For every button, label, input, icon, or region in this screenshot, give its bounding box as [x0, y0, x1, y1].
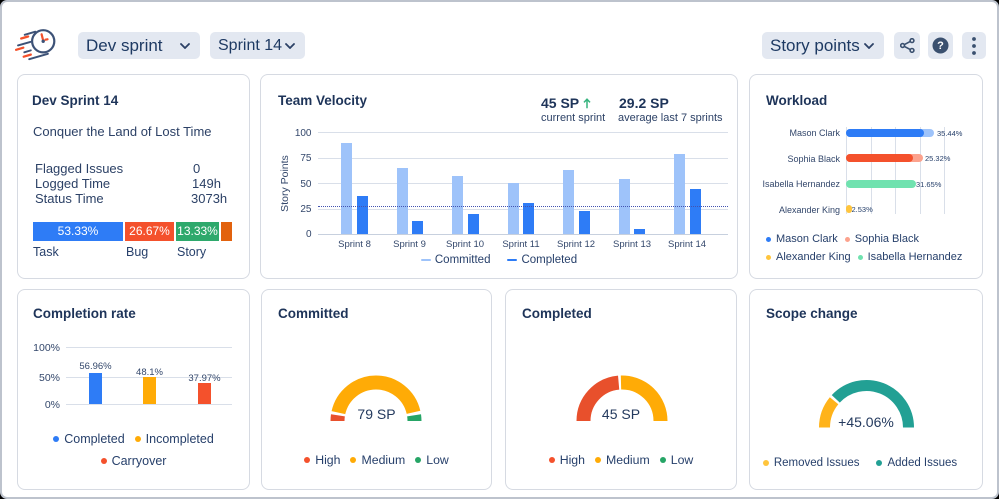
svg-text:?: ?	[937, 40, 944, 52]
